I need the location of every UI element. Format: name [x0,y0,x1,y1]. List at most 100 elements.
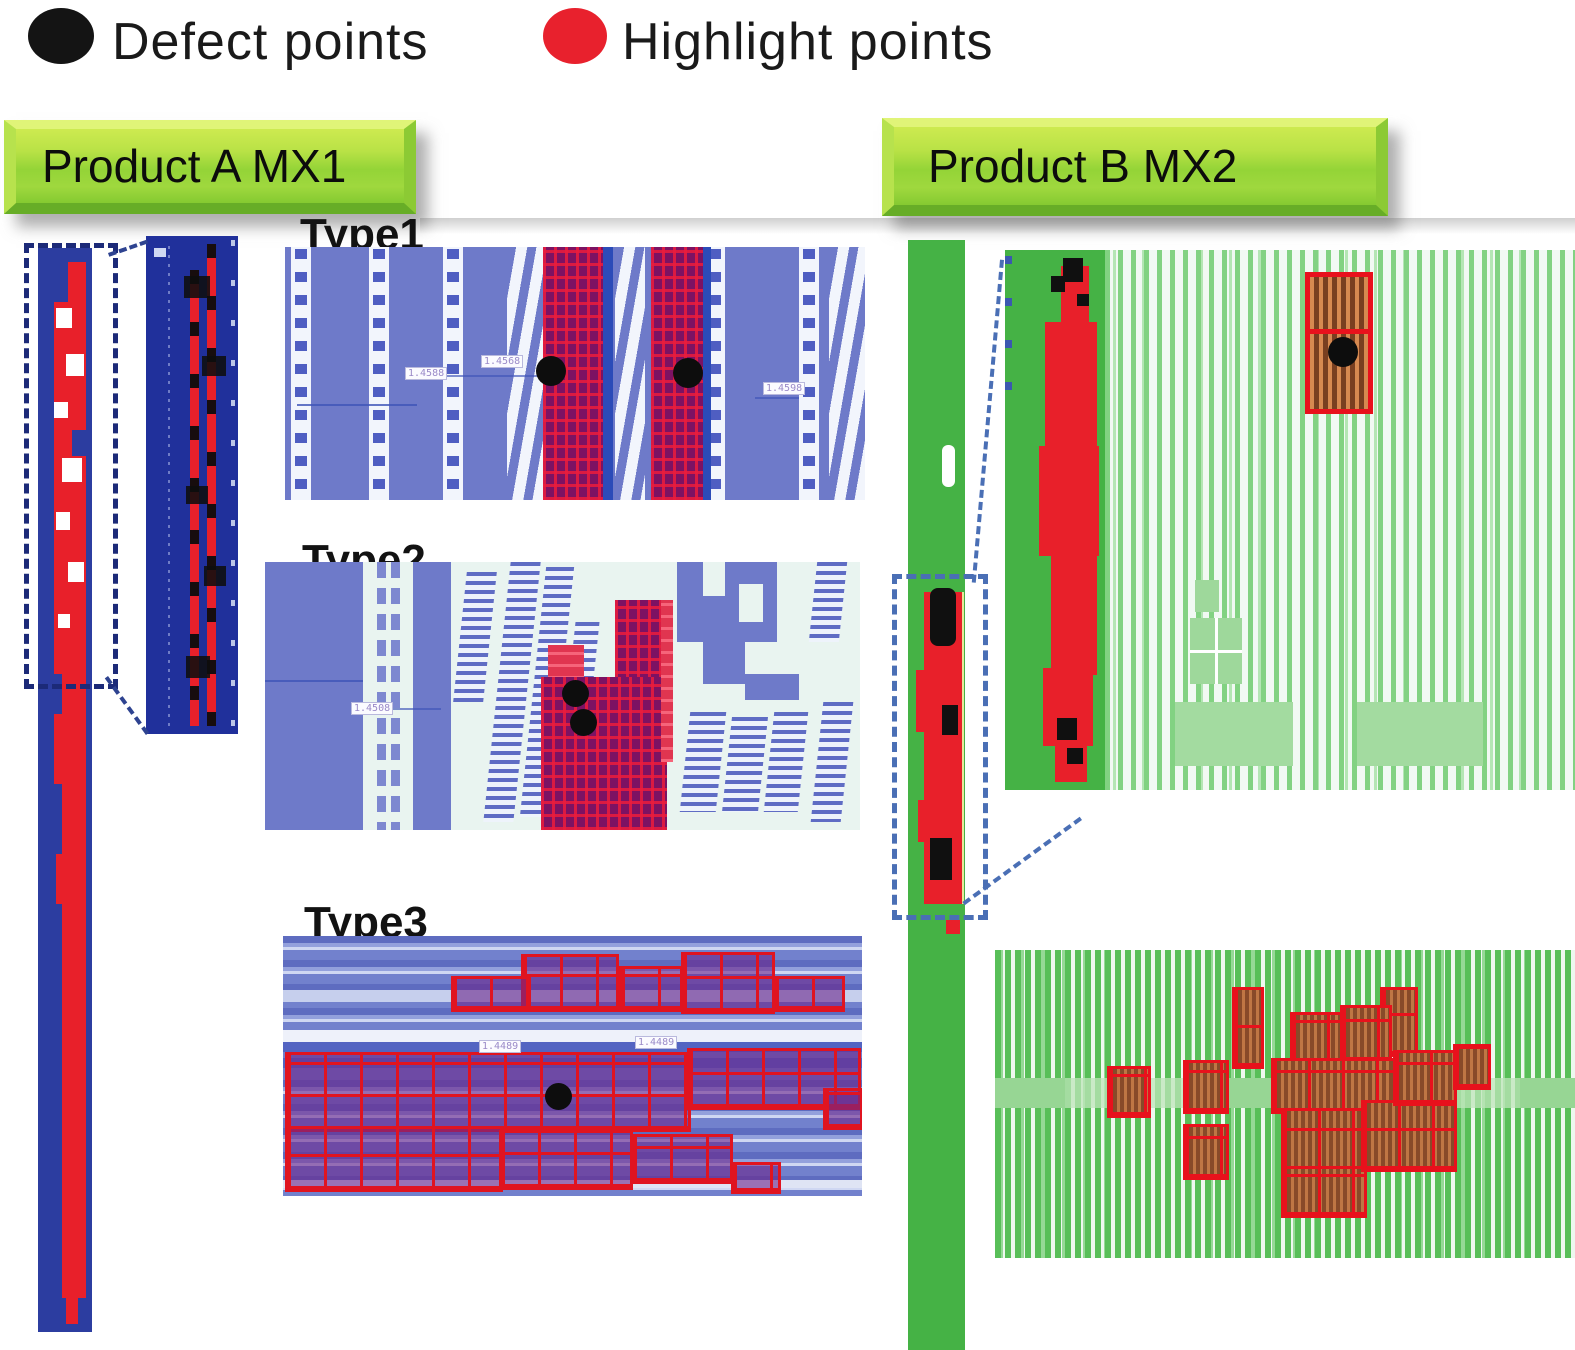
green-block [1195,580,1219,612]
product-b-bottom-image [995,950,1575,1258]
highlight-cell-box [1107,1066,1151,1118]
inset-a-mark [154,248,166,257]
highlight-grid-cluster [521,954,619,1012]
wafer-strip-a [38,248,92,1332]
leader-line [369,708,441,710]
leader-line [437,375,537,377]
roi-box-a [24,243,118,689]
hatched-slab [453,572,497,702]
via-column [291,247,311,500]
legend-defect-label: Defect points [112,13,429,71]
metal-stripe [603,247,613,500]
defect-blob [1067,748,1083,764]
highlight-grid-cluster [619,966,683,1012]
highlight-grid-cluster [285,1126,503,1192]
defect-point [673,358,703,388]
callout-line-b-top [971,259,1004,583]
white-band [283,1030,862,1042]
hatched-slab [810,702,854,822]
dashed-track [391,562,400,830]
highlight-grid-cluster [1393,1050,1457,1106]
defect-point [570,709,597,736]
highlight-grid-cluster [285,1052,691,1132]
green-quad-block [1190,618,1242,684]
via-column [443,247,463,500]
highlight-cell-box [1183,1124,1229,1180]
metal-block [703,642,745,684]
green-block [1357,702,1483,766]
highlight-tail-a [66,1298,78,1324]
metal-block [677,562,777,642]
highlight-cluster-a-top [54,262,86,674]
slanted-tracks [615,247,645,500]
inset-a-dotted-line [168,246,170,726]
slanted-tracks [829,247,865,500]
coordinate-tag: 1.4489 [479,1040,522,1053]
callout-line-a-bottom [104,676,150,735]
dashed-track [377,562,386,830]
wafer-strip-b [908,240,965,1350]
highlight-grid-cluster [1281,1166,1367,1218]
type2-highlight-edge [661,600,673,762]
strip-b-edge [961,592,964,904]
product-a-label-text: Product A MX1 [42,140,347,192]
type2-highlight-block [541,677,667,830]
edge-ticks [1005,256,1012,406]
metal-stripe [703,247,711,500]
highlight-grid-cluster [1340,1005,1392,1063]
highlight-cluster-a-bottom [54,674,86,1298]
metal-block [413,562,451,830]
hairline [265,680,363,682]
product-b-label-text: Product B MX2 [928,140,1238,192]
type1-layout-image: 1.4588 1.4568 1.4598 [285,247,865,500]
highlight-grid-cluster [773,976,845,1012]
defect-blob [930,588,956,646]
highlight-cell-stack [1232,987,1264,1069]
inset-a-defect-blob [204,566,226,586]
via-column [369,247,389,500]
shadow-band [420,218,1575,234]
highlight-grid-cluster [631,1134,733,1184]
highlight-speck [946,920,960,934]
hatched-slab [679,712,727,812]
inset-a-defect-blob [186,656,210,678]
band-segment [1520,1078,1575,1108]
highlight-grid-cluster [681,952,775,1014]
highlight-blob [1039,446,1099,556]
defect-blob [1077,294,1089,306]
highlight-cell-box [1453,1044,1491,1090]
defect-point-icon [28,8,94,64]
metal-block [265,562,363,830]
legend-highlight-label: Highlight points [622,13,994,71]
type3-layout-image: 1.4489 1.4489 [283,936,862,1196]
inset-a-highlight-stripe [207,244,216,726]
metal-block [745,674,799,700]
highlight-blob [1045,322,1097,452]
coordinate-tag: 1.4568 [481,355,524,368]
defect-point [1328,337,1358,367]
highlight-grid-cluster [451,976,531,1012]
defect-point [562,680,589,707]
product-b-zoom-image [1005,250,1575,790]
highlight-cell-box [1183,1060,1229,1114]
defect-blob [942,705,958,735]
highlight-grid-cluster [499,1130,633,1190]
defect-blob [1051,276,1065,292]
defect-point [545,1083,572,1110]
inset-a-defect-blob [186,486,208,504]
coordinate-tag: 1.4588 [405,367,448,380]
highlight-grid-cluster [1290,1012,1346,1064]
defect-point [536,356,566,386]
product-b-label: Product B MX2 [882,118,1388,216]
zoom-inset-a [146,236,238,734]
band-segment [995,1078,1065,1108]
highlight-grid-cluster [823,1088,862,1130]
defect-blob [1063,258,1083,282]
leader-line [755,397,799,399]
inset-a-edge-ticks [231,240,235,730]
hatched-slab [722,717,768,812]
hatched-slab [808,562,848,642]
coordinate-tag: 1.4489 [635,1036,678,1049]
inset-a-defect-blob [202,356,226,376]
